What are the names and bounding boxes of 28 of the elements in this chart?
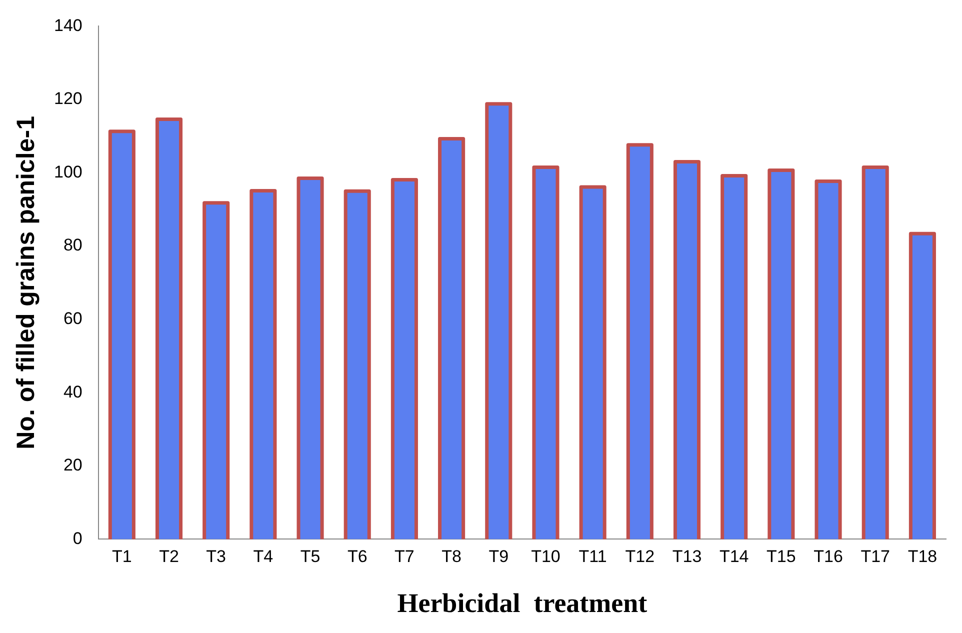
y-tick-label: 40 xyxy=(63,382,82,402)
x-tick-label: T4 xyxy=(253,547,274,566)
x-tick-label: T3 xyxy=(206,547,226,566)
y-tick-label: 140 xyxy=(54,16,82,35)
x-axis-title: Herbicidal treatment xyxy=(397,588,648,618)
x-tick-label: T16 xyxy=(814,547,843,566)
x-tick-label: T1 xyxy=(112,547,132,566)
x-tick-label: T11 xyxy=(578,547,607,566)
y-tick-label: 80 xyxy=(63,236,82,255)
y-tick-label: 0 xyxy=(72,528,82,548)
x-tick-label: T10 xyxy=(531,547,560,566)
x-tick-label: T8 xyxy=(442,547,462,566)
x-tick-label: T6 xyxy=(347,547,368,566)
x-tick-label: T5 xyxy=(300,547,320,566)
x-tick-label: T7 xyxy=(394,547,414,566)
x-tick-label: T14 xyxy=(719,547,749,566)
y-tick-label: 60 xyxy=(63,309,82,328)
x-tick-label: T17 xyxy=(860,547,890,566)
x-tick-label: T2 xyxy=(159,547,179,566)
y-tick-label: 100 xyxy=(54,162,82,182)
x-tick-label: T13 xyxy=(672,547,702,566)
x-tick-label: T15 xyxy=(766,547,796,566)
x-tick-label: T9 xyxy=(488,547,509,566)
x-tick-label: T18 xyxy=(908,547,938,566)
y-tick-label: 120 xyxy=(54,89,82,108)
y-tick-label: 20 xyxy=(63,456,82,475)
y-axis-title: No. of filled grains panicle-1 xyxy=(12,116,40,450)
x-tick-label: T12 xyxy=(625,547,655,566)
